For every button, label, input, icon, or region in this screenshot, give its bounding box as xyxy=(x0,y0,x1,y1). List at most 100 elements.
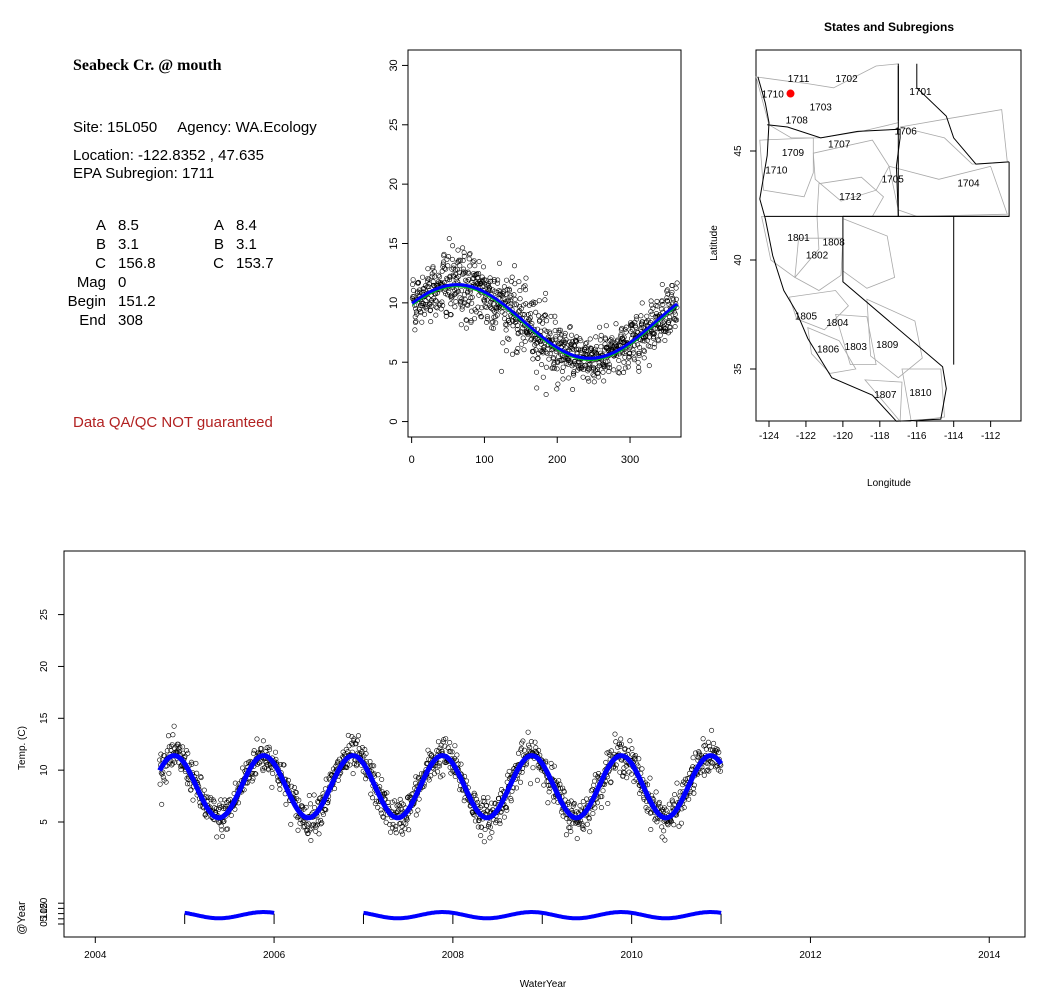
map-y-tick-label: 35 xyxy=(733,363,744,375)
subregion-label: 1803 xyxy=(845,342,868,353)
scatter-point xyxy=(513,282,517,286)
ts-point xyxy=(167,771,171,775)
ts-point xyxy=(307,793,311,797)
ts-y-tick-label: 5 xyxy=(39,819,50,825)
scatter-point xyxy=(604,324,608,328)
subregion-label: 1708 xyxy=(786,115,809,126)
timeseries-chart: Temp. (C) @Year WaterYear 2004 2006 2008 20… xyxy=(16,551,1025,990)
scatter-point xyxy=(581,375,585,379)
scatter-point xyxy=(594,335,598,339)
ts-point xyxy=(498,792,502,796)
subregion-label: 1802 xyxy=(806,251,829,262)
y-tick-label: 20 xyxy=(388,178,400,190)
scatter-point xyxy=(523,339,527,343)
ts-point xyxy=(416,808,420,812)
ts-point xyxy=(158,782,162,786)
scatter-point xyxy=(464,326,468,330)
scatter-point xyxy=(413,315,417,319)
ts-point xyxy=(459,762,463,766)
subregion-label: 1701 xyxy=(909,87,932,98)
scatter-point xyxy=(663,338,667,342)
ts-point xyxy=(677,824,681,828)
scatter-point xyxy=(450,257,454,261)
scatter-point xyxy=(410,282,414,286)
ts-point xyxy=(701,737,705,741)
scatter-point xyxy=(602,379,606,383)
scatter-point xyxy=(517,279,521,283)
scatter-point xyxy=(597,325,601,329)
ts-xlabel: WaterYear xyxy=(520,979,567,990)
ts-point xyxy=(284,802,288,806)
x-tick-label: 100 xyxy=(475,454,493,466)
ts-point xyxy=(613,732,617,736)
ts-point xyxy=(588,830,592,834)
scatter-point xyxy=(612,368,616,372)
ts-point xyxy=(640,767,644,771)
scatter-point xyxy=(583,363,587,367)
ts-y-tick-label: 10 xyxy=(39,764,50,776)
ts-point xyxy=(490,830,494,834)
ts-point xyxy=(296,828,300,832)
ts-point xyxy=(356,734,360,738)
scatter-points xyxy=(410,236,679,396)
scatter-point xyxy=(561,377,565,381)
subregion-boundary xyxy=(889,166,1007,216)
scatter-point xyxy=(509,279,513,283)
ts-point xyxy=(186,751,190,755)
ts-point xyxy=(514,786,518,790)
x-tick-label: 200 xyxy=(548,454,566,466)
ts-point xyxy=(261,739,265,743)
ts-y2-tick-label: 20 xyxy=(39,897,50,909)
scatter-point xyxy=(665,288,669,292)
scatter-point xyxy=(622,360,626,364)
scatter-point xyxy=(539,362,543,366)
ts-x-tick-label: 2008 xyxy=(442,950,465,961)
state-boundary xyxy=(917,64,1009,164)
scatter-point xyxy=(667,315,671,319)
ts-point xyxy=(518,780,522,784)
subregion-label: 1810 xyxy=(909,388,932,399)
scatter-point xyxy=(640,301,644,305)
scatter-point xyxy=(555,367,559,371)
scatter-point xyxy=(444,267,448,271)
ts-point xyxy=(675,781,679,785)
ts-point xyxy=(507,769,511,773)
scatter-point xyxy=(461,258,465,262)
scatter-point xyxy=(537,299,541,303)
subregion-label: 1806 xyxy=(817,344,840,355)
scatter-point xyxy=(566,376,570,380)
ts-point xyxy=(388,830,392,834)
ts-point xyxy=(589,789,593,793)
scatter-point xyxy=(543,313,547,317)
ts-point xyxy=(654,790,658,794)
subregion-map: States and Subregions Longitude Latitude… xyxy=(709,20,1021,489)
scatter-point xyxy=(472,259,476,263)
ts-y-tick-label: 25 xyxy=(39,609,50,621)
ts-point xyxy=(564,833,568,837)
scatter-point xyxy=(522,348,526,352)
scatter-point xyxy=(468,264,472,268)
subregion-label: 1711 xyxy=(788,74,810,85)
subregion-boundary xyxy=(843,219,895,289)
scatter-point xyxy=(587,379,591,383)
scatter-point xyxy=(501,341,505,345)
scatter-point xyxy=(459,289,463,293)
ts-point xyxy=(184,748,188,752)
ts-point xyxy=(601,789,605,793)
ts-point xyxy=(672,792,676,796)
scatter-point xyxy=(639,314,643,318)
ts-point xyxy=(380,777,384,781)
ts-point xyxy=(320,821,324,825)
scatter-point xyxy=(599,333,603,337)
ts-point xyxy=(160,802,164,806)
y-tick-label: 0 xyxy=(388,419,400,425)
ts-point xyxy=(166,734,170,738)
ts-ylabel: Temp. (C) xyxy=(17,726,28,770)
scatter-point xyxy=(544,365,548,369)
scatter-point xyxy=(555,387,559,391)
scatter-point xyxy=(541,375,545,379)
ts-y-tick-label: 20 xyxy=(39,660,50,672)
ts-point xyxy=(692,783,696,787)
ts-point xyxy=(691,786,695,790)
